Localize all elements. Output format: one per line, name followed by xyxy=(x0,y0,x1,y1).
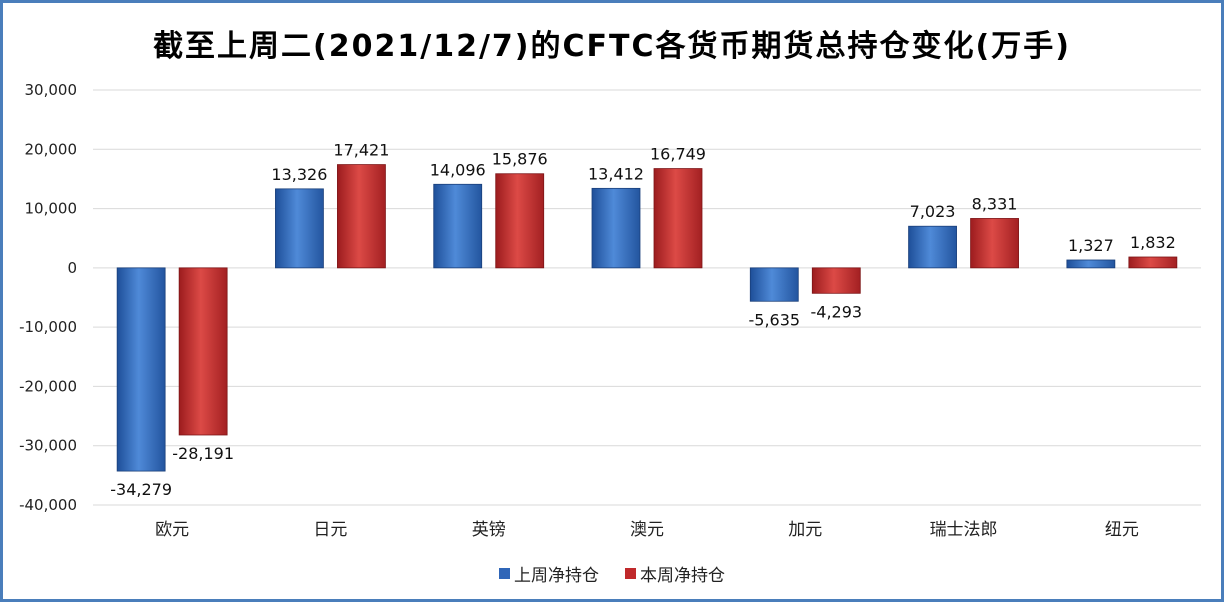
bar xyxy=(653,168,703,269)
data-label: 7,023 xyxy=(910,202,956,221)
data-label: 14,096 xyxy=(430,160,486,179)
category-label: 欧元 xyxy=(155,520,189,540)
category-label: 澳元 xyxy=(630,520,664,540)
bar xyxy=(495,173,545,269)
data-label: 17,421 xyxy=(333,141,389,160)
bar xyxy=(433,183,483,269)
plot-area: 30,000 20,000 10,000 0 -10,000 -20,000 -30,000… xyxy=(19,81,1201,540)
y-tick-label: 0 xyxy=(67,259,77,277)
data-label: 8,331 xyxy=(972,194,1018,213)
y-tick-label: -40,000 xyxy=(19,496,77,514)
y-tick-label: 20,000 xyxy=(25,140,78,158)
bar xyxy=(970,218,1019,269)
bar xyxy=(116,267,166,472)
data-label: -34,279 xyxy=(110,480,172,499)
legend-item-series-0: 上周净持仓 xyxy=(499,561,599,586)
category-label: 加元 xyxy=(788,520,822,540)
bar xyxy=(811,267,861,294)
bar xyxy=(337,164,386,269)
legend-label-series-1: 本周净持仓 xyxy=(640,566,725,586)
legend-swatch-blue xyxy=(499,568,510,579)
legend-item-series-1: 本周净持仓 xyxy=(625,561,725,586)
data-label: 1,832 xyxy=(1130,233,1176,252)
data-label: -28,191 xyxy=(172,444,234,463)
data-label: -5,635 xyxy=(748,310,800,329)
bar xyxy=(275,188,324,269)
y-tick-label: -10,000 xyxy=(19,318,77,336)
y-tick-label: -20,000 xyxy=(19,377,77,395)
category-label: 纽元 xyxy=(1105,520,1139,540)
y-tick-label: 10,000 xyxy=(25,200,78,218)
bar xyxy=(591,187,641,269)
y-tick-label: 30,000 xyxy=(25,81,78,99)
chart-title: 截至上周二(2021/12/7)的CFTC各货币期货总持仓变化(万手) xyxy=(153,29,1071,64)
data-label: -4,293 xyxy=(810,302,862,321)
category-label: 英镑 xyxy=(472,520,506,540)
bar xyxy=(1066,259,1116,269)
y-tick-label: -30,000 xyxy=(19,437,77,455)
legend-swatch-red xyxy=(625,568,636,579)
data-label: 13,412 xyxy=(588,164,644,183)
legend-label-series-0: 上周净持仓 xyxy=(514,566,599,586)
data-label: 1,327 xyxy=(1068,236,1114,255)
category-label: 日元 xyxy=(313,520,347,540)
data-label: 16,749 xyxy=(650,145,706,164)
bar xyxy=(1128,256,1178,269)
legend: 上周净持仓 本周净持仓 xyxy=(3,561,1221,586)
data-label: 13,326 xyxy=(271,165,327,184)
bar xyxy=(749,267,799,302)
bar xyxy=(908,225,957,269)
category-label: 瑞士法郎 xyxy=(930,520,998,540)
data-label: 15,876 xyxy=(492,150,548,169)
bar xyxy=(178,267,228,436)
